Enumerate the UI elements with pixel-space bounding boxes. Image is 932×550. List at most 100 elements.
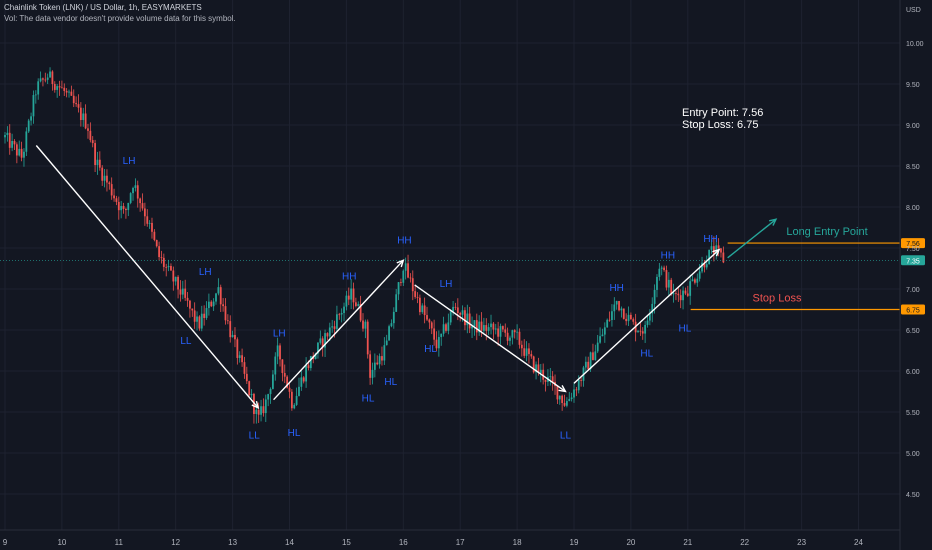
candle xyxy=(580,377,583,387)
candle xyxy=(400,278,402,287)
candle xyxy=(390,319,393,328)
candle xyxy=(677,286,680,302)
candle xyxy=(501,325,504,333)
y-tick-label: 9.50 xyxy=(906,82,920,89)
pivot-label: LL xyxy=(249,430,261,441)
candle xyxy=(283,364,286,384)
candle xyxy=(345,290,348,311)
candle xyxy=(407,254,409,279)
candle xyxy=(129,192,132,205)
candle xyxy=(549,368,552,386)
candle xyxy=(42,77,44,87)
candle xyxy=(442,316,445,337)
candle xyxy=(27,118,30,133)
pivot-label: HH xyxy=(661,250,675,261)
candle xyxy=(599,327,601,344)
candle xyxy=(248,380,251,397)
candle xyxy=(260,399,262,422)
candle xyxy=(272,370,274,390)
candle xyxy=(471,316,473,338)
candle xyxy=(428,318,431,329)
x-tick-label: 24 xyxy=(854,538,863,547)
x-tick-label: 18 xyxy=(513,538,522,547)
candle xyxy=(622,308,625,320)
candle xyxy=(525,341,528,362)
candle xyxy=(37,78,40,100)
candle xyxy=(362,313,364,332)
y-tick-label: 10.00 xyxy=(906,41,924,48)
candle xyxy=(563,394,566,407)
candle xyxy=(620,306,623,318)
candle xyxy=(487,323,490,336)
candle xyxy=(385,334,388,346)
candle xyxy=(506,327,509,346)
long-entry-label: Long Entry Point xyxy=(786,226,867,238)
pivot-label: HL xyxy=(384,377,397,388)
projection-arrow xyxy=(727,218,778,259)
y-tick-label: 5.50 xyxy=(906,410,920,417)
candle xyxy=(155,239,158,248)
candle xyxy=(65,88,68,98)
candle xyxy=(454,302,457,311)
candle xyxy=(675,290,677,301)
candle xyxy=(485,318,488,341)
candle xyxy=(134,178,137,192)
candle xyxy=(281,359,284,382)
candle xyxy=(125,207,127,219)
candle xyxy=(288,382,291,399)
candle xyxy=(39,71,42,83)
candle xyxy=(483,317,485,333)
candle xyxy=(68,89,70,98)
x-tick-label: 16 xyxy=(399,538,408,547)
candle xyxy=(684,287,687,296)
candle xyxy=(15,142,18,164)
candle xyxy=(207,293,210,316)
candle xyxy=(717,238,720,257)
candle xyxy=(305,357,307,388)
candle xyxy=(575,386,578,397)
candle xyxy=(13,139,16,151)
candle xyxy=(696,273,699,287)
trend-arrow xyxy=(35,145,260,410)
candle xyxy=(91,136,94,148)
candle xyxy=(300,370,303,391)
candle xyxy=(241,348,243,367)
x-tick-label: 13 xyxy=(228,538,237,547)
candle xyxy=(63,83,66,96)
candle xyxy=(497,321,500,346)
level-price-label: 6.75 xyxy=(906,308,920,315)
candle xyxy=(98,151,101,171)
x-tick-label: 22 xyxy=(740,538,749,547)
candle xyxy=(720,247,722,258)
candle xyxy=(397,281,400,301)
candle xyxy=(710,239,713,254)
candle xyxy=(639,322,642,336)
candle xyxy=(217,278,220,296)
candle xyxy=(127,202,130,217)
candle xyxy=(143,202,146,226)
pivot-label: HL xyxy=(679,324,692,335)
candle xyxy=(267,393,270,407)
candle xyxy=(437,330,440,357)
candle xyxy=(302,376,305,384)
candle xyxy=(167,259,170,272)
candle xyxy=(215,292,217,305)
candle xyxy=(644,320,647,343)
pivot-label: HL xyxy=(288,428,301,439)
candle xyxy=(51,70,54,91)
candle xyxy=(660,265,663,276)
candle xyxy=(466,304,469,334)
candle xyxy=(369,350,372,385)
candle xyxy=(558,395,561,405)
candle xyxy=(245,366,248,384)
candle xyxy=(511,329,514,345)
candle xyxy=(464,307,466,331)
candle xyxy=(293,403,296,410)
candle xyxy=(418,294,421,316)
candle xyxy=(570,392,573,402)
candle xyxy=(191,308,194,317)
candle xyxy=(682,286,684,310)
volume-note: Vol: The data vendor doesn't provide vol… xyxy=(4,14,236,23)
pivot-label: HL xyxy=(640,348,653,359)
